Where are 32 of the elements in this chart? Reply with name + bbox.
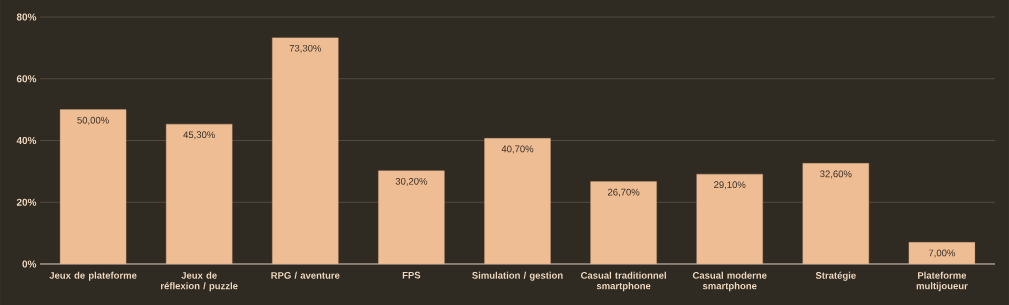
x-tick-label: Jeux de réflexion / puzzle — [161, 271, 238, 292]
data-label: 26,70% — [607, 188, 640, 197]
y-tick-label: 80% — [16, 13, 37, 21]
x-tick-label: Plateforme multijoueur — [916, 271, 968, 292]
data-label: 30,20% — [395, 177, 428, 186]
data-label: 32,60% — [820, 170, 852, 179]
x-tick-label: RPG / aventure — [271, 271, 340, 279]
data-label: 29,10% — [714, 181, 746, 190]
x-tick-label: Casual traditionnel smartphone — [580, 271, 666, 292]
bar — [272, 37, 339, 264]
x-tick-label: FPS — [402, 271, 421, 279]
data-label: 40,70% — [501, 145, 534, 154]
x-tick-label: Stratégie — [815, 271, 856, 281]
y-tick-label: 40% — [16, 136, 37, 145]
data-label: 7,00% — [928, 249, 956, 258]
x-tick-label: Jeux de plateforme — [49, 271, 137, 281]
y-tick-label: 60% — [16, 75, 37, 83]
x-tick-label: Simulation / gestion — [472, 271, 563, 281]
bar — [908, 242, 976, 264]
x-tick-label: Casual moderne smartphone — [692, 271, 767, 292]
bar — [165, 123, 233, 264]
bar — [590, 181, 657, 264]
data-label: 73,30% — [289, 44, 322, 53]
bar — [802, 163, 870, 264]
bar — [484, 138, 551, 264]
data-label: 50,00% — [77, 116, 109, 125]
bar — [696, 173, 763, 264]
bar — [59, 109, 127, 264]
data-label: 45,30% — [183, 131, 215, 140]
bar — [378, 170, 445, 264]
y-tick-label: 0% — [22, 260, 37, 268]
y-tick-label: 20% — [16, 198, 37, 206]
